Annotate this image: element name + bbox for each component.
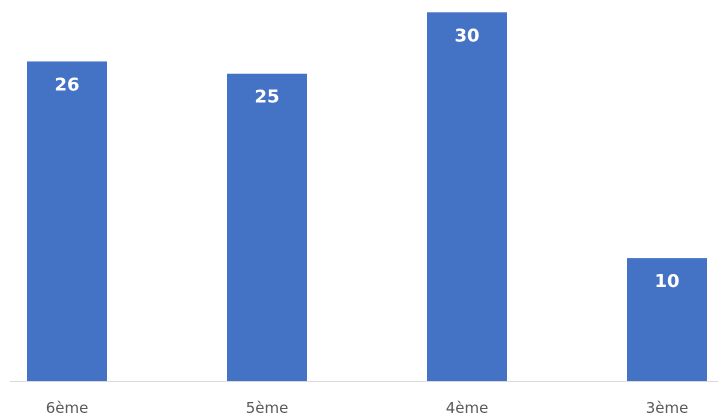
bar-5ème <box>227 73 307 381</box>
data-label: 10 <box>654 271 679 292</box>
x-tick-label: 6ème <box>46 399 89 416</box>
x-tick-label: 3ème <box>646 399 689 416</box>
data-label: 25 <box>254 87 279 108</box>
x-tick-label: 4ème <box>446 399 489 416</box>
bar-4ème <box>427 12 507 382</box>
bar-3ème <box>627 258 707 381</box>
data-label: 30 <box>454 25 479 46</box>
data-label: 26 <box>54 74 79 95</box>
x-tick-label: 5ème <box>246 399 289 416</box>
bar-6ème <box>27 61 107 382</box>
